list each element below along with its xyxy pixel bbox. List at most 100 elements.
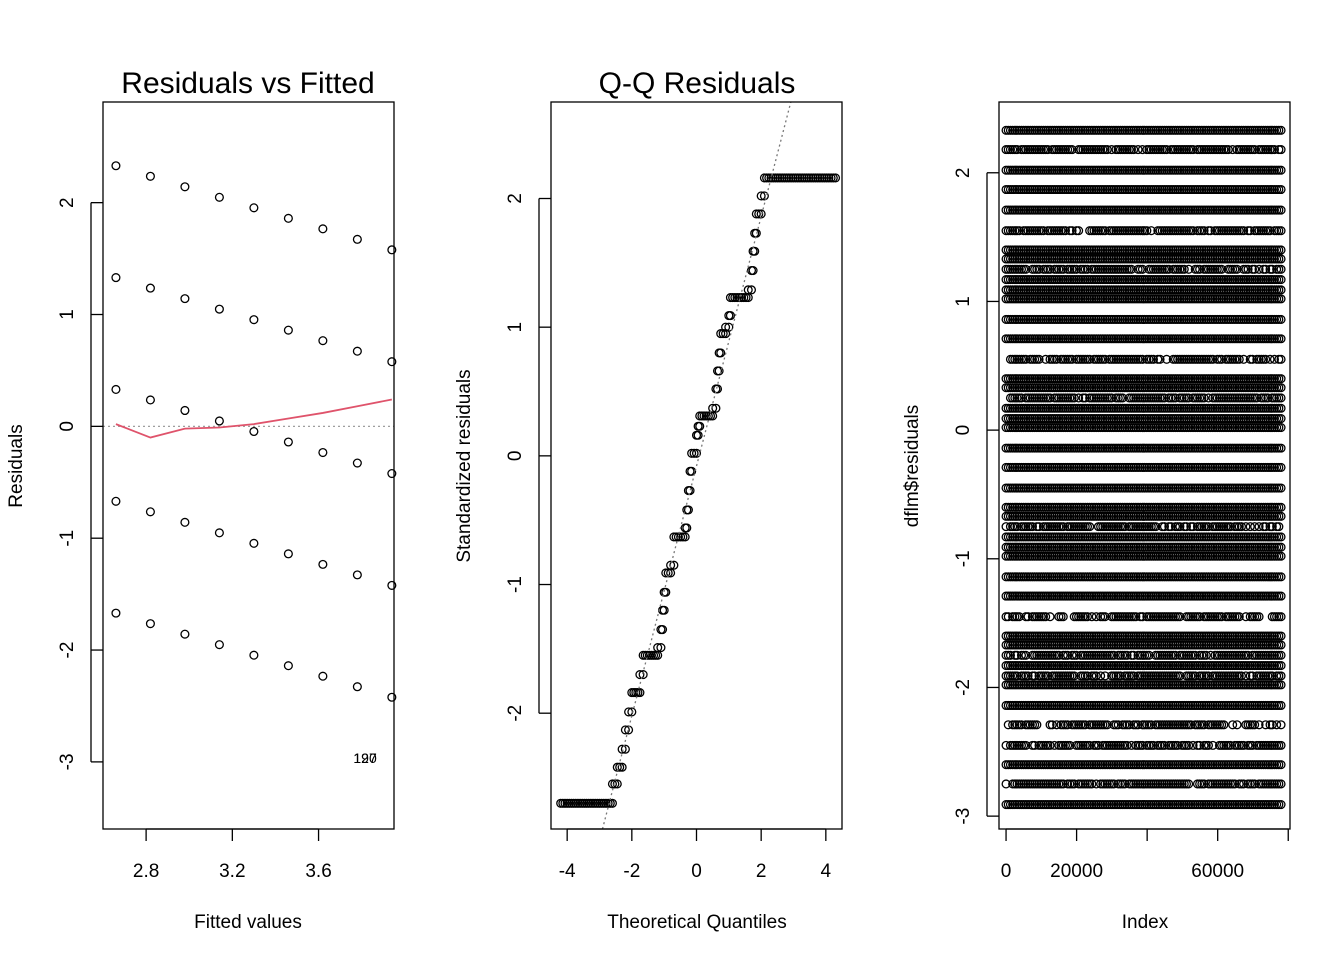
x-tick-label: 4 [821,861,832,882]
qq-point [661,587,671,597]
residual-point [145,171,155,181]
index-point [1239,226,1249,236]
index-point [1276,165,1286,175]
index-point [1276,226,1286,236]
index-point [1034,354,1044,364]
qq-point [656,643,666,653]
panel2-title: Q-Q Residuals [599,67,796,100]
residual-point [214,416,224,426]
residual-point [352,570,362,580]
index-point [1228,145,1238,155]
index-point [1100,226,1110,236]
panel2-xlabel: Theoretical Quantiles [607,912,787,933]
panel2-frame [550,101,843,830]
residual-point [283,325,293,335]
index-point [1043,145,1053,155]
index-point [1188,145,1198,155]
residual-point [180,629,190,639]
index-point [1261,354,1271,364]
panel1-annotation: 127 [353,750,377,766]
qq-point [687,466,697,476]
residual-point [145,283,155,293]
index-point [1060,226,1071,236]
qq-point [759,191,769,201]
residual-point [214,192,224,202]
qq-point [612,762,622,772]
index-point [1038,226,1049,236]
residual-point [283,213,293,223]
index-point [1162,145,1172,155]
y-tick-label: -2 [57,642,78,659]
index-point [1217,264,1227,274]
index-point [1021,354,1031,364]
index-point [1254,264,1264,274]
index-point [1265,226,1275,236]
index-point [1137,264,1148,274]
x-tick-label: 2 [756,861,767,882]
index-point [1265,354,1275,364]
residual-point [387,469,397,479]
index-point [1071,264,1082,274]
index-point [1247,354,1258,364]
qq-point [666,560,676,570]
residual-point [387,245,397,255]
index-point [1234,354,1244,364]
index-point [1014,226,1024,236]
index-point [1250,145,1260,155]
residual-point [111,496,121,506]
qq-point [683,505,693,515]
x-tick-label: 0 [691,861,702,882]
index-point [1232,264,1242,274]
residual-point [180,294,190,304]
residual-point [283,549,293,559]
qq-point [653,643,663,653]
index-point [1021,264,1031,274]
index-point [1100,354,1110,364]
qq-point [716,348,726,358]
index-point [1276,275,1286,285]
qq-point [748,266,758,276]
panel3-xlabel: Index [1122,912,1169,933]
qq-point [756,191,766,201]
index-point [1261,264,1271,274]
y-tick-label: -2 [505,705,526,722]
index-point [1012,145,1022,155]
qq-point [617,744,627,754]
residual-point [249,426,259,437]
qq-point [615,762,625,772]
residual-point [111,161,121,171]
index-point [1034,264,1044,274]
index-point [1208,354,1218,364]
qq-point [612,779,622,789]
qq-point [724,322,734,332]
panel1-xlabel: Fitted values [194,912,302,933]
qq-point [617,762,627,772]
qq-point [714,366,724,376]
index-point [1067,145,1077,155]
index-point [1164,264,1174,274]
panel3-points [1001,125,1286,810]
index-point [1058,264,1068,274]
qq-point [689,448,699,458]
y-tick-label: -1 [505,576,526,593]
y-tick-label: -1 [57,530,78,547]
residual-point [283,661,293,671]
residual-point [249,538,259,548]
index-point [1269,145,1280,155]
panel1-smooth-line [115,398,393,439]
panel1-points [111,161,397,702]
index-point [1276,354,1286,364]
index-point [1276,285,1286,295]
index-point [1052,354,1062,364]
qq-point [830,173,841,183]
panel2-points [556,173,841,808]
residual-point [111,384,121,394]
index-point [1267,264,1277,274]
x-tick-label: 3.6 [305,861,331,882]
residual-point [145,619,155,629]
residual-point [111,608,121,618]
residual-point [387,357,397,367]
panel2-qq-line [601,101,792,830]
qq-point [746,285,757,295]
index-point [1067,226,1077,236]
